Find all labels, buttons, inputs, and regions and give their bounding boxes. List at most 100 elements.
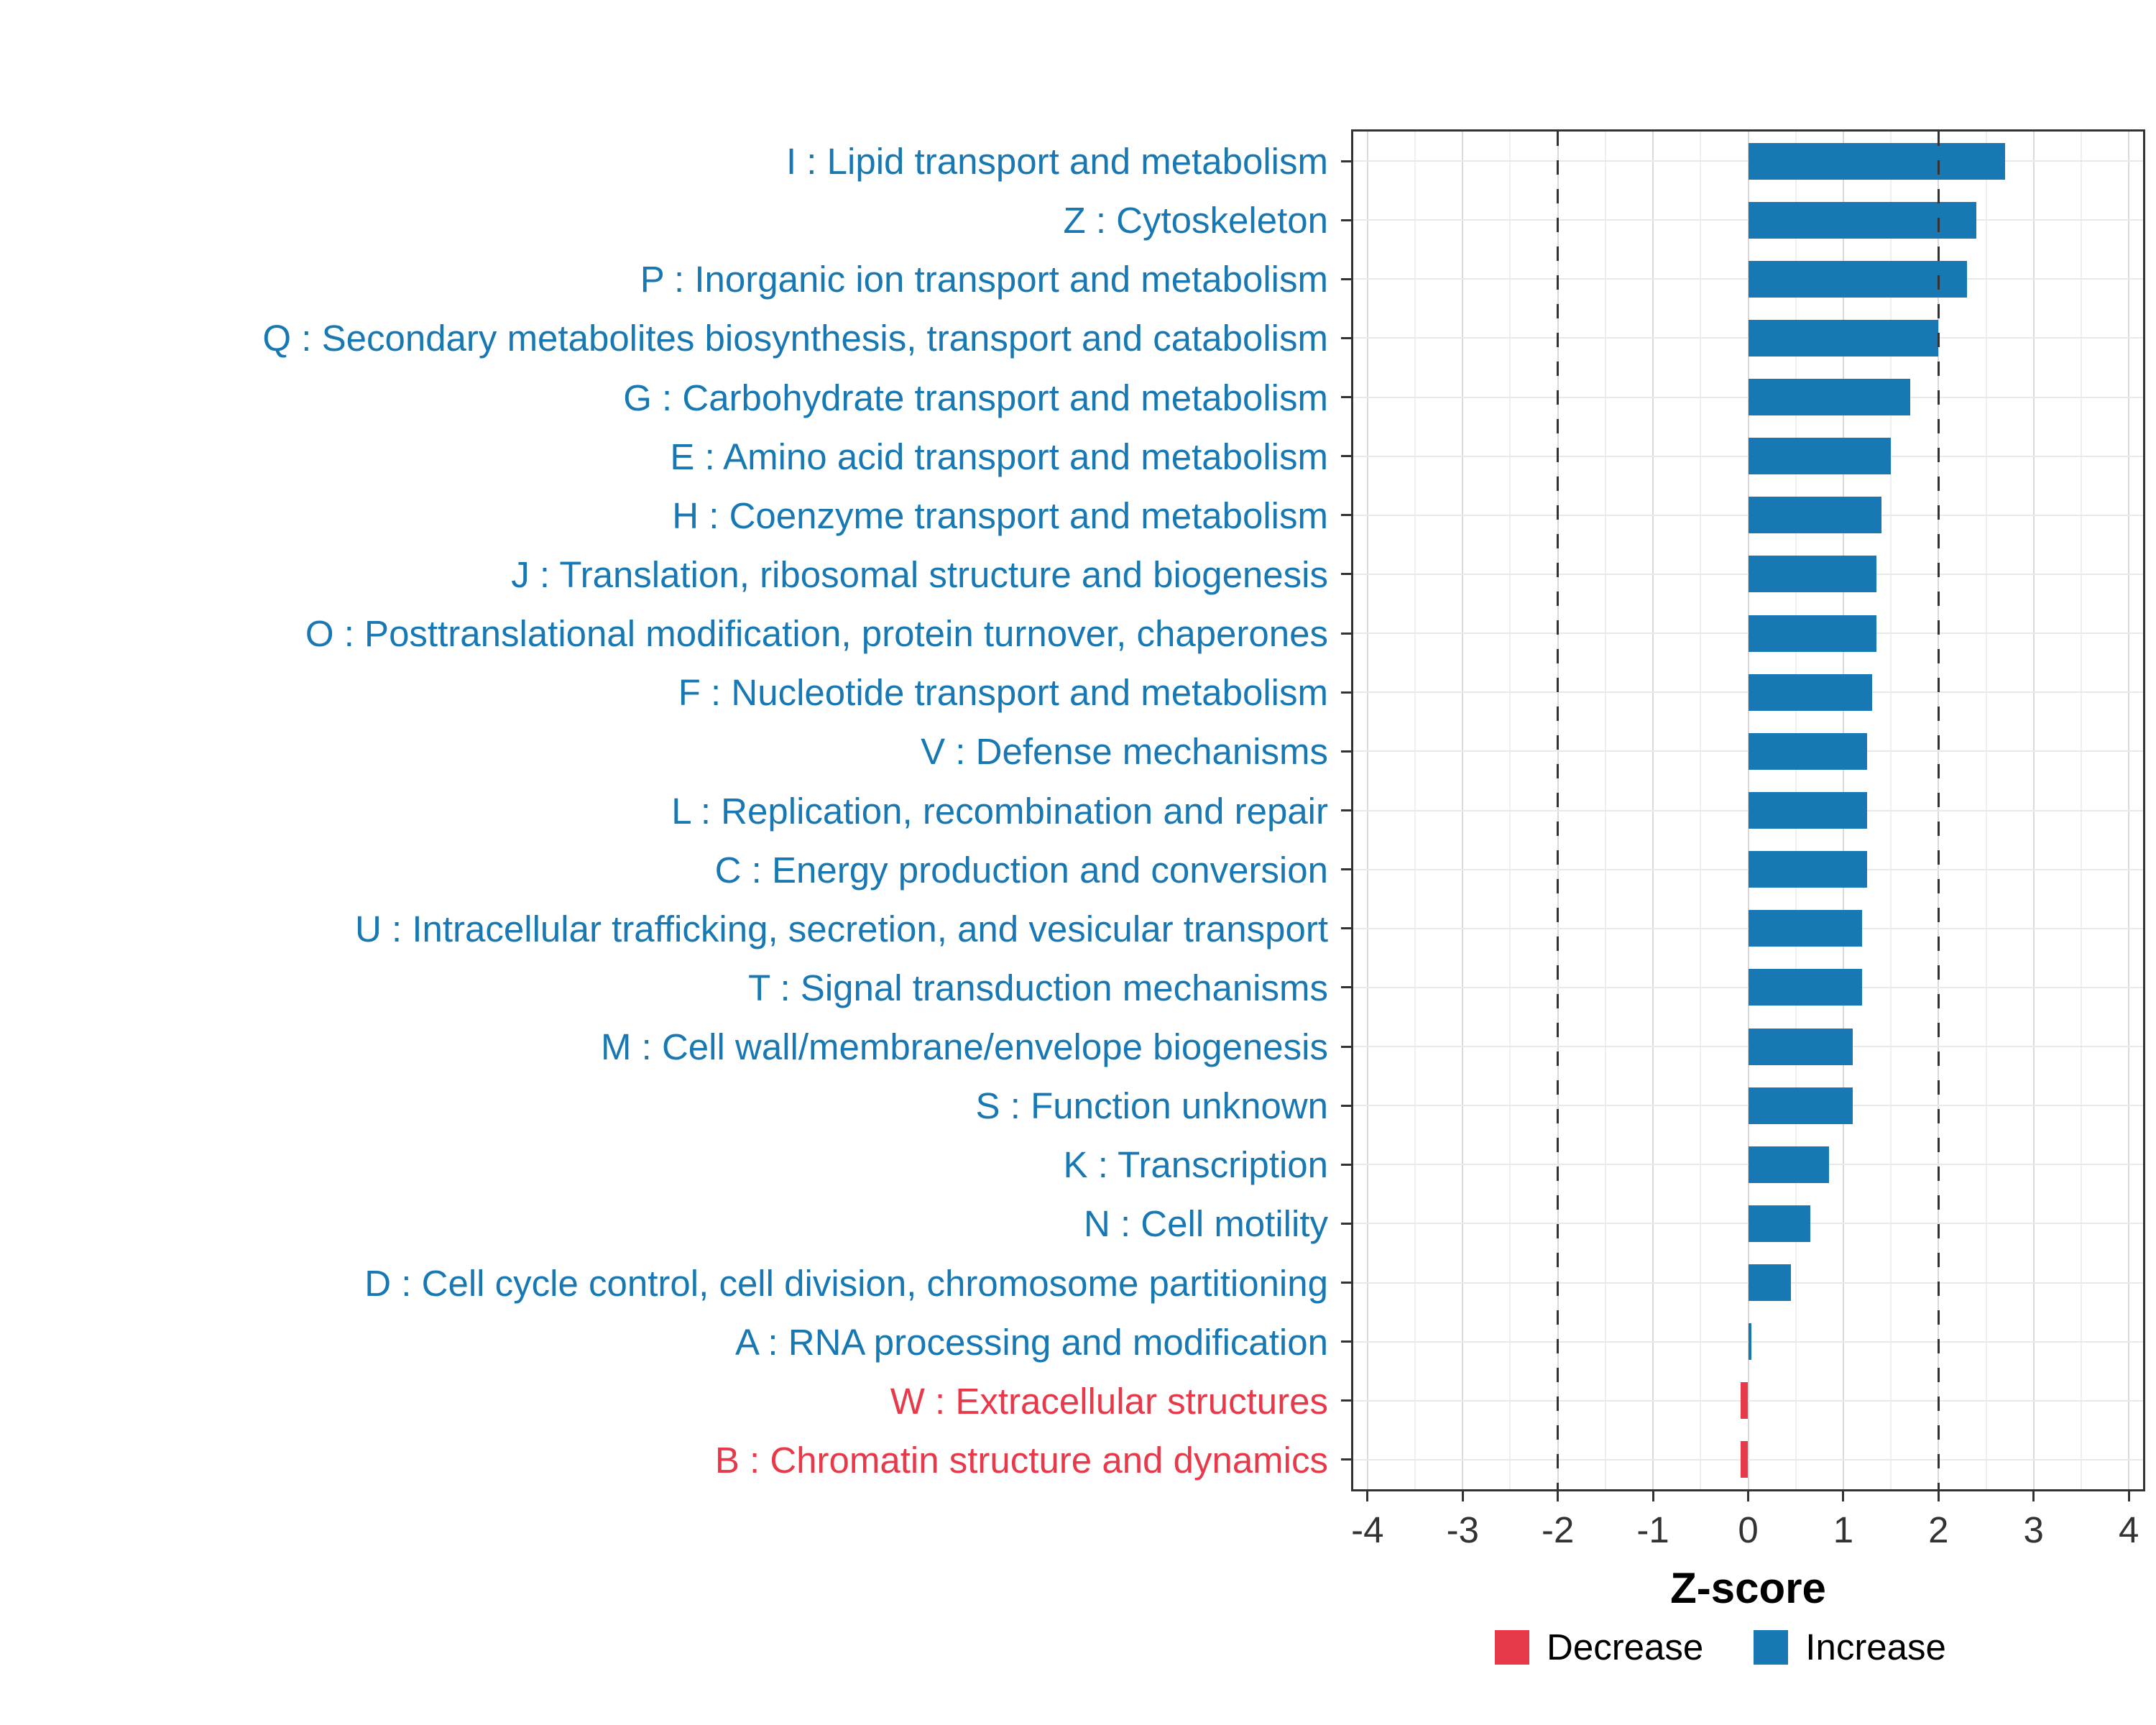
gridline-horizontal (1353, 1399, 2143, 1402)
legend-item: Decrease (1495, 1626, 1703, 1668)
bar (1740, 1441, 1749, 1478)
y-axis-tick (1341, 1458, 1351, 1461)
bar (1748, 1146, 1830, 1183)
bar (1748, 910, 1863, 947)
category-label: K : Transcription (1063, 1144, 1328, 1186)
category-label: L : Replication, recombination and repai… (671, 790, 1328, 832)
y-axis-tick (1341, 455, 1351, 458)
category-label: A : RNA processing and modification (735, 1321, 1328, 1363)
x-axis-tick (1461, 1491, 1464, 1501)
category-label: M : Cell wall/membrane/envelope biogenes… (600, 1026, 1328, 1068)
category-label: V : Defense mechanisms (921, 731, 1328, 773)
bar (1748, 615, 1877, 652)
y-axis-tick (1341, 691, 1351, 694)
category-label: N : Cell motility (1083, 1203, 1328, 1245)
y-axis-tick (1341, 750, 1351, 753)
y-axis-tick (1341, 1045, 1351, 1048)
bar (1748, 497, 1881, 534)
y-axis-tick (1341, 868, 1351, 871)
category-label: T : Signal transduction mechanisms (748, 967, 1328, 1008)
x-axis-tick (1557, 1491, 1560, 1501)
y-axis-tick (1341, 218, 1351, 221)
x-axis-tick (1842, 1491, 1845, 1501)
category-label: O : Posttranslational modification, prot… (305, 613, 1328, 655)
y-axis-tick (1341, 277, 1351, 280)
x-axis-tick-label: 0 (1738, 1509, 1759, 1550)
plot-panel (1351, 129, 2145, 1491)
category-label: S : Function unknown (975, 1085, 1328, 1127)
y-axis-tick (1341, 1282, 1351, 1284)
category-label: B : Chromatin structure and dynamics (714, 1439, 1328, 1481)
x-axis-tick-label: 1 (1833, 1509, 1854, 1550)
y-axis-tick (1341, 1222, 1351, 1225)
bar (1740, 1382, 1749, 1420)
y-axis-tick (1341, 1399, 1351, 1402)
bar (1748, 732, 1867, 770)
x-axis-tick-label: 4 (2118, 1509, 2139, 1550)
category-label: W : Extracellular structures (890, 1380, 1328, 1422)
y-axis-tick (1341, 514, 1351, 517)
y-axis-tick (1341, 1104, 1351, 1107)
bar (1748, 556, 1877, 593)
y-axis-tick (1341, 160, 1351, 162)
category-label: I : Lipid transport and metabolism (786, 141, 1328, 183)
x-axis-tick (1937, 1491, 1940, 1501)
bar (1748, 1028, 1853, 1065)
x-axis-tick (2032, 1491, 2035, 1501)
x-axis-tick (1651, 1491, 1654, 1501)
bar (1748, 1264, 1792, 1302)
category-label: P : Inorganic ion transport and metaboli… (640, 259, 1328, 300)
y-axis-tick (1341, 396, 1351, 399)
bar (1748, 1323, 1751, 1361)
category-label: Z : Cytoskeleton (1063, 200, 1328, 242)
category-label: U : Intracellular trafficking, secretion… (355, 908, 1328, 949)
x-axis-tick (1366, 1491, 1369, 1501)
x-axis-tick-label: -2 (1541, 1509, 1575, 1550)
y-axis-tick (1341, 1163, 1351, 1166)
y-axis-tick (1341, 927, 1351, 930)
legend-item: Increase (1754, 1626, 1946, 1668)
x-axis-tick-label: 2 (1928, 1509, 1949, 1550)
y-axis-tick (1341, 809, 1351, 811)
legend-swatch-decrease (1495, 1629, 1529, 1665)
gridline-horizontal (1353, 1458, 2143, 1460)
bar (1748, 142, 2005, 180)
reference-line (1557, 132, 1560, 1489)
reference-line (1937, 132, 1940, 1489)
category-label: F : Nucleotide transport and metabolism (678, 672, 1328, 714)
category-label: D : Cell cycle control, cell division, c… (364, 1262, 1328, 1304)
y-axis-tick (1341, 573, 1351, 576)
x-axis-tick-label: -1 (1636, 1509, 1669, 1550)
bar (1748, 379, 1910, 416)
category-label: C : Energy production and conversion (714, 849, 1328, 891)
bar (1748, 673, 1872, 711)
x-axis-tick-label: -3 (1446, 1509, 1479, 1550)
category-label: J : Translation, ribosomal structure and… (511, 553, 1328, 595)
x-axis-tick-label: -4 (1351, 1509, 1384, 1550)
category-label: G : Carbohydrate transport and metabolis… (623, 377, 1328, 418)
legend-label: Decrease (1547, 1627, 1704, 1668)
bar (1748, 260, 1968, 298)
y-axis-tick (1341, 632, 1351, 635)
legend-label: Increase (1805, 1627, 1946, 1668)
bar (1748, 969, 1863, 1006)
x-axis-tick-label: 3 (2023, 1509, 2044, 1550)
y-axis-tick (1341, 336, 1351, 339)
x-axis-title: Z-score (1670, 1564, 1826, 1612)
legend: Decrease Increase (1495, 1626, 1946, 1668)
category-label: H : Coenzyme transport and metabolism (672, 494, 1328, 536)
x-axis-tick (1747, 1491, 1749, 1501)
category-label: Q : Secondary metabolites biosynthesis, … (262, 318, 1328, 359)
bar (1748, 792, 1867, 829)
legend-swatch-increase (1754, 1629, 1789, 1665)
x-axis-tick (2127, 1491, 2130, 1501)
bar (1748, 851, 1867, 888)
bar (1748, 438, 1892, 475)
bar (1748, 1205, 1810, 1242)
category-label: E : Amino acid transport and metabolism (670, 436, 1328, 477)
bar (1748, 319, 1939, 356)
bar (1748, 201, 1977, 239)
bar (1748, 1087, 1853, 1124)
y-axis-tick (1341, 1340, 1351, 1343)
